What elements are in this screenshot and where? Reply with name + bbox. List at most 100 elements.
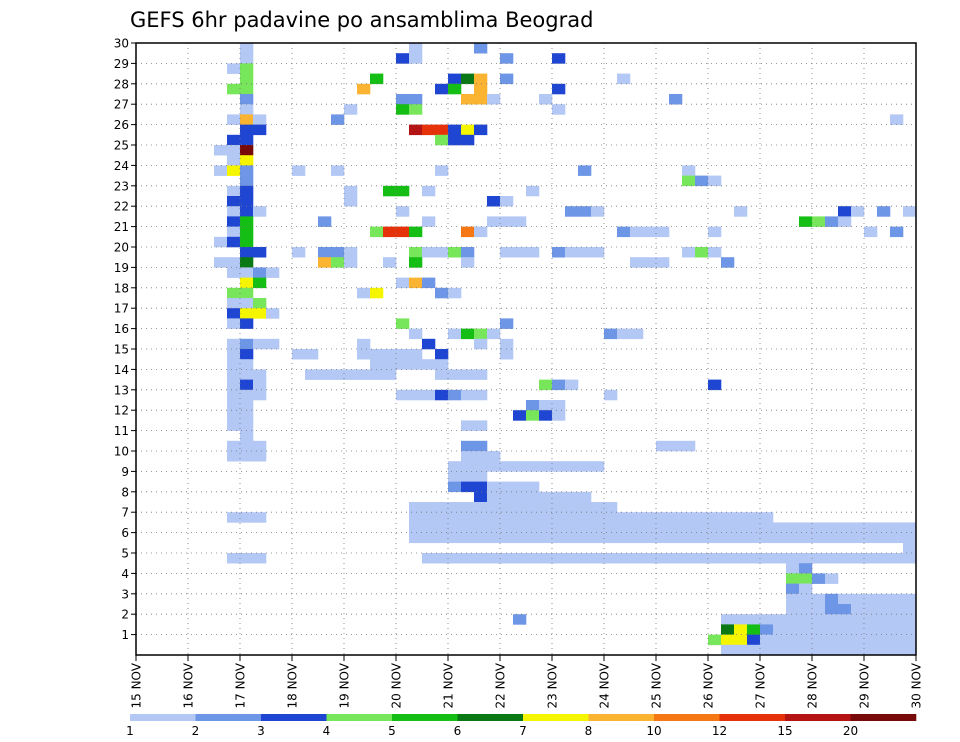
- heatmap-cell: [240, 553, 254, 564]
- heatmap-cell: [721, 257, 735, 268]
- colorbar-swatch: [523, 714, 589, 721]
- heatmap-cell: [747, 553, 761, 564]
- colorbar-label: 15: [777, 724, 792, 738]
- heatmap-cell: [422, 216, 436, 227]
- heatmap-cell: [851, 522, 865, 533]
- heatmap-cell: [890, 226, 904, 238]
- heatmap-cell: [422, 389, 436, 401]
- heatmap-cell: [760, 532, 774, 544]
- chart-title: GEFS 6hr padavine po ansamblima Beograd: [130, 8, 593, 32]
- heatmap-cell: [838, 624, 852, 635]
- heatmap-cell: [760, 512, 774, 523]
- heatmap-cell: [539, 400, 553, 411]
- heatmap-cell: [474, 389, 488, 401]
- heatmap-cell: [539, 410, 553, 421]
- x-tick-label: 23 NOV: [546, 662, 560, 708]
- heatmap-cell: [331, 165, 345, 176]
- heatmap-cell: [877, 593, 891, 605]
- heatmap-cell: [656, 512, 670, 523]
- y-tick-label: 24: [114, 159, 129, 173]
- y-tick-label: 20: [114, 241, 129, 255]
- heatmap-cell: [240, 277, 254, 289]
- heatmap-cell: [786, 634, 800, 646]
- heatmap-cell: [227, 308, 241, 319]
- heatmap-cell: [500, 522, 514, 533]
- heatmap-cell: [708, 175, 722, 187]
- heatmap-cell: [487, 216, 501, 227]
- heatmap-cell: [539, 94, 553, 105]
- heatmap-cell: [227, 410, 241, 421]
- y-tick-label: 16: [114, 322, 129, 336]
- heatmap-cell: [227, 512, 241, 523]
- heatmap-cell: [773, 644, 787, 656]
- heatmap-cell: [864, 624, 878, 635]
- x-tick-label: 19 NOV: [338, 662, 352, 708]
- heatmap-cell: [552, 379, 566, 391]
- heatmap-cell: [409, 43, 423, 54]
- heatmap-cell: [825, 604, 839, 615]
- heatmap-cell: [747, 624, 761, 635]
- heatmap-cell: [409, 512, 423, 523]
- heatmap-cell: [591, 502, 605, 513]
- heatmap-cell: [409, 532, 423, 544]
- heatmap-cell: [240, 175, 254, 187]
- heatmap-cell: [396, 206, 410, 217]
- heatmap-cell: [656, 553, 670, 564]
- y-tick-label: 23: [114, 179, 129, 193]
- heatmap-cell: [331, 257, 345, 268]
- heatmap-cell: [760, 553, 774, 564]
- heatmap-cell: [513, 532, 527, 544]
- heatmap-cell: [240, 104, 254, 115]
- heatmap-cell: [474, 481, 488, 493]
- heatmap-cell: [305, 369, 319, 380]
- heatmap-cell: [448, 83, 462, 95]
- heatmap-cell: [903, 644, 917, 656]
- y-tick-label: 10: [114, 445, 129, 459]
- heatmap-cell: [240, 369, 254, 380]
- heatmap-cell: [253, 338, 267, 350]
- heatmap-cell: [214, 165, 228, 176]
- heatmap-cell: [513, 481, 527, 493]
- heatmap-cell: [227, 400, 241, 411]
- heatmap-cell: [799, 624, 813, 635]
- heatmap-cell: [786, 573, 800, 584]
- heatmap-cell: [786, 593, 800, 605]
- heatmap-cell: [240, 236, 254, 248]
- heatmap-cell: [474, 461, 488, 472]
- heatmap-cell: [604, 553, 618, 564]
- heatmap-cell: [877, 644, 891, 656]
- heatmap-cell: [513, 491, 527, 503]
- x-tick-label: 27 NOV: [754, 662, 768, 708]
- heatmap-cell: [695, 512, 709, 523]
- heatmap-cell: [890, 624, 904, 635]
- heatmap-cell: [500, 461, 514, 472]
- heatmap-cell: [240, 410, 254, 421]
- heatmap-cell: [838, 604, 852, 615]
- heatmap-cell: [526, 512, 540, 523]
- heatmap-cell: [227, 216, 241, 227]
- heatmap-cell: [526, 522, 540, 533]
- heatmap-cell: [513, 553, 527, 564]
- heatmap-cell: [851, 553, 865, 564]
- heatmap-cell: [357, 338, 371, 350]
- heatmap-cell: [604, 532, 618, 544]
- heatmap-cell: [461, 522, 475, 533]
- heatmap-cell: [539, 532, 553, 544]
- heatmap-cell: [448, 73, 462, 85]
- heatmap-cell: [526, 491, 540, 503]
- heatmap-cell: [253, 440, 267, 452]
- heatmap-cell: [448, 328, 462, 340]
- heatmap-cell: [656, 226, 670, 238]
- heatmap-cell: [812, 573, 826, 584]
- heatmap-cell: [409, 522, 423, 533]
- colorbar-label: 20: [843, 724, 858, 738]
- heatmap-cell: [253, 451, 267, 462]
- heatmap-cell: [565, 247, 579, 258]
- heatmap-cell: [227, 134, 241, 146]
- heatmap-cell: [721, 532, 735, 544]
- heatmap-cell: [474, 532, 488, 544]
- heatmap-cell: [903, 624, 917, 635]
- heatmap-cell: [500, 318, 514, 329]
- heatmap-cell: [617, 328, 631, 340]
- heatmap-cell: [734, 614, 748, 625]
